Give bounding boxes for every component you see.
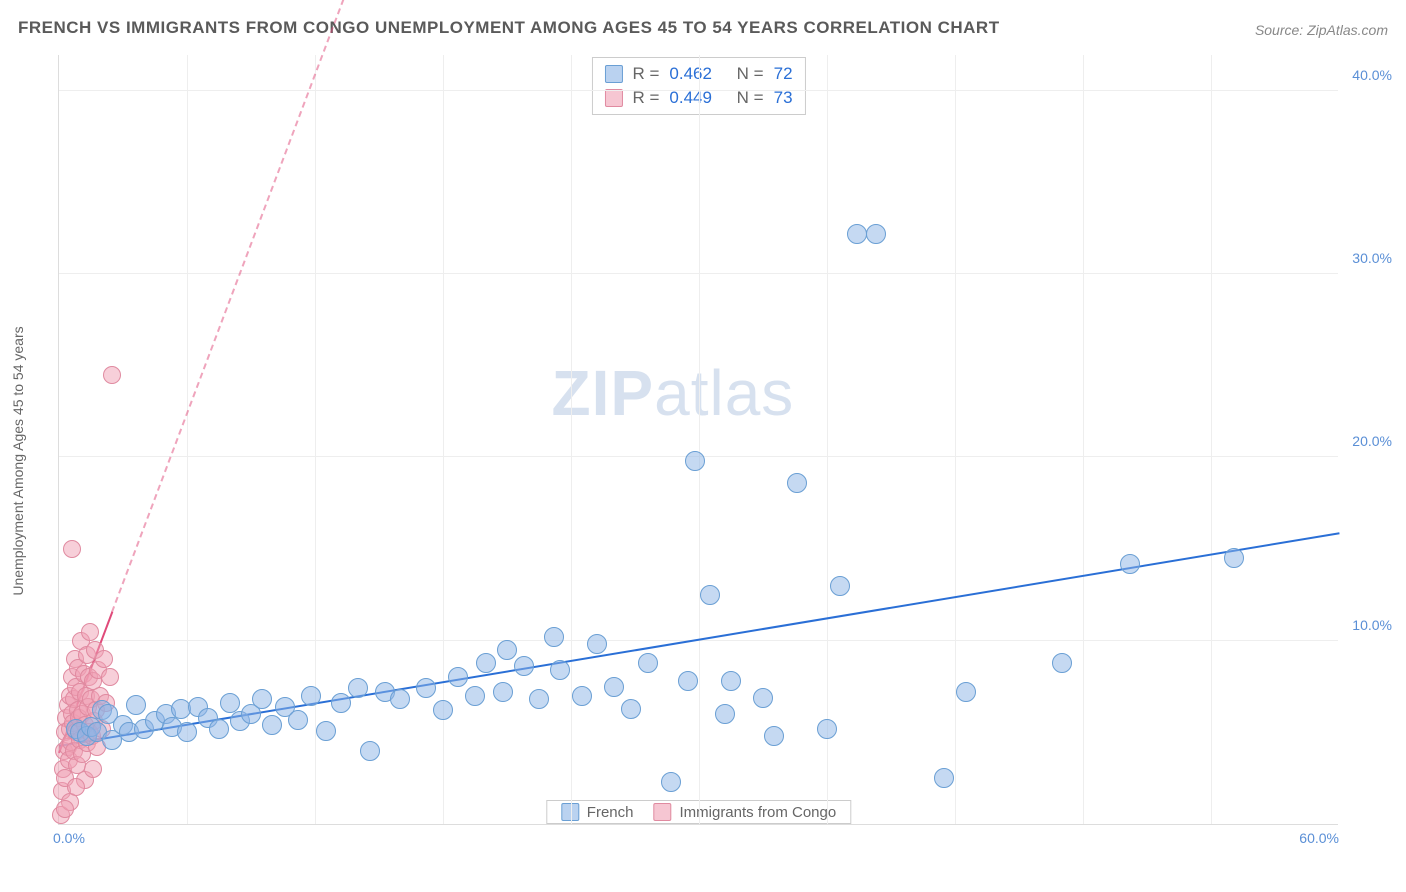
data-point — [416, 678, 436, 698]
plot-region: ZIPatlas R = 0.462 N = 72 R = 0.449 N = … — [58, 55, 1338, 825]
gridline-v — [315, 55, 316, 824]
stat-n-french: 72 — [774, 64, 793, 84]
watermark-atlas: atlas — [654, 357, 794, 429]
x-tick-label: 0.0% — [53, 830, 85, 846]
data-point — [56, 800, 74, 818]
stat-n-congo: 73 — [774, 88, 793, 108]
y-axis-label: Unemployment Among Ages 45 to 54 years — [10, 326, 26, 595]
data-point — [252, 689, 272, 709]
y-tick-label: 30.0% — [1352, 250, 1392, 266]
data-point — [95, 650, 113, 668]
data-point — [817, 719, 837, 739]
swatch-pink-icon — [604, 89, 622, 107]
data-point — [529, 689, 549, 709]
stat-r-label: R = — [632, 88, 659, 108]
swatch-pink-icon — [653, 803, 671, 821]
data-point — [209, 719, 229, 739]
stat-r-label: R = — [632, 64, 659, 84]
data-point — [84, 760, 102, 778]
data-point — [331, 693, 351, 713]
data-point — [390, 689, 410, 709]
data-point — [103, 366, 121, 384]
stat-r-french: 0.462 — [669, 64, 712, 84]
gridline-v — [699, 55, 700, 824]
data-point — [448, 667, 468, 687]
x-tick-label: 60.0% — [1299, 830, 1339, 846]
watermark-zip: ZIP — [552, 357, 655, 429]
data-point — [126, 695, 146, 715]
data-point — [63, 540, 81, 558]
swatch-blue-icon — [561, 803, 579, 821]
data-point — [550, 660, 570, 680]
data-point — [493, 682, 513, 702]
gridline-v — [827, 55, 828, 824]
data-point — [348, 678, 368, 698]
chart-area: Unemployment Among Ages 45 to 54 years Z… — [48, 55, 1388, 850]
data-point — [544, 627, 564, 647]
y-tick-label: 10.0% — [1352, 617, 1392, 633]
data-point — [764, 726, 784, 746]
data-point — [301, 686, 321, 706]
data-point — [433, 700, 453, 720]
data-point — [81, 623, 99, 641]
data-point — [465, 686, 485, 706]
data-point — [830, 576, 850, 596]
data-point — [787, 473, 807, 493]
data-point — [956, 682, 976, 702]
data-point — [177, 722, 197, 742]
gridline-v — [571, 55, 572, 824]
data-point — [638, 653, 658, 673]
data-point — [604, 677, 624, 697]
gridline-v — [955, 55, 956, 824]
data-point — [700, 585, 720, 605]
legend-label-congo: Immigrants from Congo — [679, 804, 836, 821]
legend-item-congo: Immigrants from Congo — [653, 803, 836, 821]
gridline-v — [1211, 55, 1212, 824]
data-point — [621, 699, 641, 719]
data-point — [220, 693, 240, 713]
chart-title: FRENCH VS IMMIGRANTS FROM CONGO UNEMPLOY… — [18, 18, 1000, 38]
trend-line — [111, 0, 380, 613]
data-point — [572, 686, 592, 706]
swatch-blue-icon — [604, 65, 622, 83]
data-point — [288, 710, 308, 730]
data-point — [866, 224, 886, 244]
data-point — [753, 688, 773, 708]
data-point — [476, 653, 496, 673]
data-point — [678, 671, 698, 691]
y-tick-label: 40.0% — [1352, 67, 1392, 83]
data-point — [685, 451, 705, 471]
legend-label-french: French — [587, 804, 634, 821]
data-point — [587, 634, 607, 654]
data-point — [262, 715, 282, 735]
data-point — [1224, 548, 1244, 568]
data-point — [514, 656, 534, 676]
data-point — [721, 671, 741, 691]
stat-r-congo: 0.449 — [669, 88, 712, 108]
data-point — [661, 772, 681, 792]
source-attribution: Source: ZipAtlas.com — [1255, 22, 1388, 38]
data-point — [715, 704, 735, 724]
data-point — [497, 640, 517, 660]
data-point — [360, 741, 380, 761]
data-point — [316, 721, 336, 741]
data-point — [101, 668, 119, 686]
data-point — [934, 768, 954, 788]
stat-n-label: N = — [737, 88, 764, 108]
watermark: ZIPatlas — [552, 356, 795, 430]
data-point — [1052, 653, 1072, 673]
data-point — [67, 778, 85, 796]
data-point — [847, 224, 867, 244]
stat-n-label: N = — [737, 64, 764, 84]
y-tick-label: 20.0% — [1352, 433, 1392, 449]
gridline-v — [1083, 55, 1084, 824]
data-point — [1120, 554, 1140, 574]
